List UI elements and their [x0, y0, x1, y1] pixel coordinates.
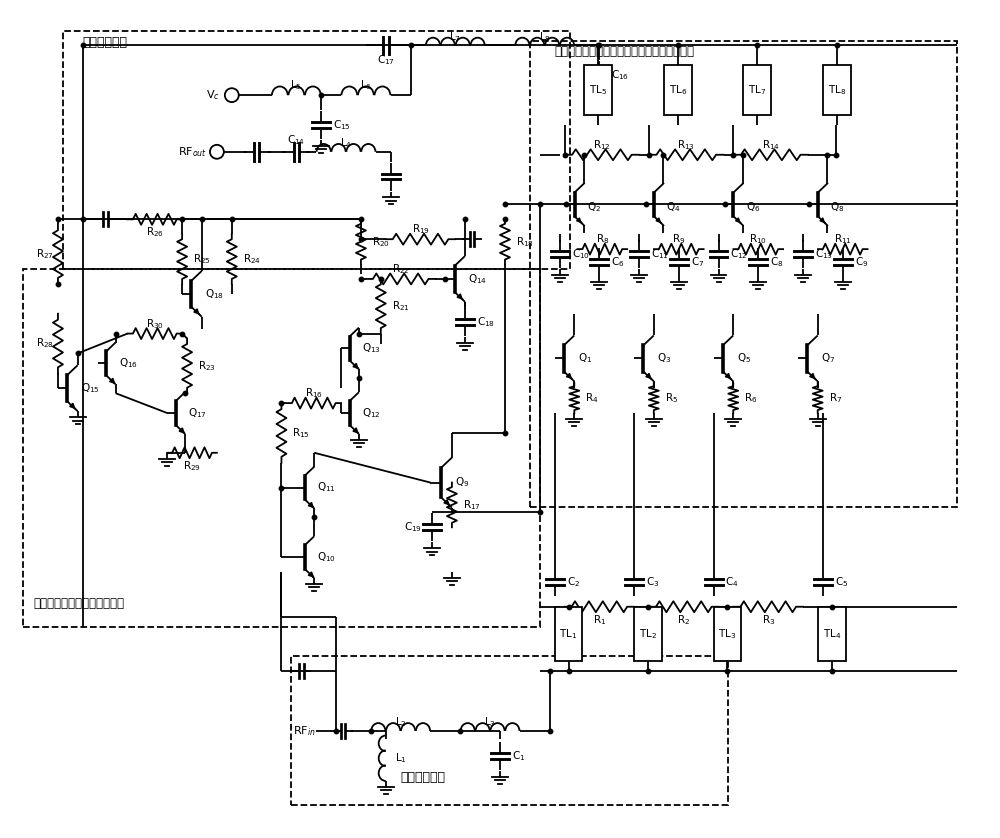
Text: TL$_6$: TL$_6$ — [669, 83, 687, 97]
Text: Q$_{11}$: Q$_{11}$ — [317, 481, 336, 494]
Bar — [818, 607, 846, 661]
Text: C$_{18}$: C$_{18}$ — [477, 315, 495, 328]
Text: R$_4$: R$_4$ — [585, 391, 599, 405]
Text: R$_{29}$: R$_{29}$ — [183, 458, 201, 473]
Text: R$_{22}$: R$_{22}$ — [392, 262, 410, 276]
Text: C$_4$: C$_4$ — [725, 575, 739, 589]
Text: C$_{16}$: C$_{16}$ — [611, 69, 629, 82]
Text: Q$_1$: Q$_1$ — [578, 351, 592, 365]
Text: 多路共射基极整流堆叠共基射级整流放大网络: 多路共射基极整流堆叠共基射级整流放大网络 — [555, 45, 695, 59]
Text: Q$_5$: Q$_5$ — [737, 351, 751, 365]
Text: L$_8$: L$_8$ — [539, 30, 551, 44]
Text: TL$_4$: TL$_4$ — [823, 627, 841, 641]
Text: C$_6$: C$_6$ — [611, 255, 625, 269]
Text: R$_{15}$: R$_{15}$ — [292, 426, 310, 440]
Text: L$_7$: L$_7$ — [449, 30, 461, 44]
Text: C$_5$: C$_5$ — [835, 575, 848, 589]
Text: L$_4$: L$_4$ — [340, 137, 352, 150]
Text: R$_1$: R$_1$ — [593, 613, 606, 627]
Text: Q$_{17}$: Q$_{17}$ — [188, 406, 207, 420]
Text: Q$_6$: Q$_6$ — [746, 200, 760, 215]
Text: R$_{14}$: R$_{14}$ — [762, 138, 780, 152]
Text: C$_{19}$: C$_{19}$ — [404, 520, 422, 534]
Text: R$_{24}$: R$_{24}$ — [243, 252, 261, 266]
Text: C$_{10}$: C$_{10}$ — [572, 247, 590, 261]
Text: R$_3$: R$_3$ — [762, 613, 775, 627]
Bar — [634, 607, 662, 661]
Text: C$_{13}$: C$_{13}$ — [815, 247, 833, 261]
Text: TL$_1$: TL$_1$ — [559, 627, 578, 641]
Text: C$_7$: C$_7$ — [691, 255, 704, 269]
Text: R$_{12}$: R$_{12}$ — [593, 138, 611, 152]
Text: Q$_9$: Q$_9$ — [455, 476, 470, 489]
Text: R$_8$: R$_8$ — [596, 232, 609, 246]
Bar — [823, 65, 851, 115]
Text: TL$_5$: TL$_5$ — [589, 83, 607, 97]
Text: Q$_2$: Q$_2$ — [587, 200, 601, 215]
Text: C$_{17}$: C$_{17}$ — [377, 54, 395, 67]
Text: Q$_{18}$: Q$_{18}$ — [205, 287, 224, 301]
Text: 输出匹配网络: 输出匹配网络 — [83, 35, 128, 49]
Text: R$_{26}$: R$_{26}$ — [146, 225, 164, 239]
Bar — [664, 65, 692, 115]
Text: RF$_{out}$: RF$_{out}$ — [178, 145, 207, 158]
Text: R$_{19}$: R$_{19}$ — [412, 222, 430, 236]
Text: L$_6$: L$_6$ — [360, 79, 372, 92]
Text: R$_{27}$: R$_{27}$ — [36, 247, 54, 261]
Text: L$_5$: L$_5$ — [290, 79, 302, 92]
Text: Q$_{14}$: Q$_{14}$ — [468, 272, 487, 286]
Text: Q$_{15}$: Q$_{15}$ — [81, 381, 100, 395]
Text: R$_2$: R$_2$ — [677, 613, 690, 627]
Text: R$_{18}$: R$_{18}$ — [516, 235, 534, 249]
Text: R$_{23}$: R$_{23}$ — [198, 359, 216, 373]
Text: R$_{11}$: R$_{11}$ — [834, 232, 852, 246]
Text: TL$_8$: TL$_8$ — [828, 83, 846, 97]
Text: C$_{14}$: C$_{14}$ — [287, 133, 305, 147]
Text: C$_9$: C$_9$ — [855, 255, 868, 269]
Text: R$_{20}$: R$_{20}$ — [372, 235, 390, 249]
Text: R$_6$: R$_6$ — [744, 391, 758, 405]
Text: R$_{16}$: R$_{16}$ — [305, 386, 323, 400]
Bar — [584, 65, 612, 115]
Text: Q$_7$: Q$_7$ — [821, 351, 835, 365]
Text: C$_{15}$: C$_{15}$ — [333, 118, 351, 132]
Bar — [743, 65, 771, 115]
Text: L$_1$: L$_1$ — [395, 752, 407, 765]
Text: TL$_2$: TL$_2$ — [639, 627, 657, 641]
Text: 输入匹配网络: 输入匹配网络 — [401, 771, 446, 784]
Text: L$_3$: L$_3$ — [484, 716, 496, 729]
Text: L$_2$: L$_2$ — [395, 716, 407, 729]
Text: R$_{25}$: R$_{25}$ — [193, 252, 211, 266]
Bar — [555, 607, 582, 661]
Text: R$_{21}$: R$_{21}$ — [392, 299, 410, 313]
Text: R$_{10}$: R$_{10}$ — [749, 232, 767, 246]
Text: RF$_{in}$: RF$_{in}$ — [293, 724, 316, 737]
Text: R$_{30}$: R$_{30}$ — [146, 317, 164, 330]
Text: V$_c$: V$_c$ — [206, 88, 220, 102]
Text: C$_2$: C$_2$ — [567, 575, 580, 589]
Text: C$_{12}$: C$_{12}$ — [730, 247, 748, 261]
Text: C$_1$: C$_1$ — [512, 749, 525, 763]
Text: 共射共基自适应偏置供电网络: 共射共基自适应偏置供电网络 — [33, 597, 124, 610]
Text: R$_{13}$: R$_{13}$ — [677, 138, 695, 152]
Text: Q$_{10}$: Q$_{10}$ — [317, 551, 336, 564]
Text: C$_{11}$: C$_{11}$ — [651, 247, 669, 261]
Text: R$_{28}$: R$_{28}$ — [36, 337, 54, 350]
Text: R$_5$: R$_5$ — [665, 391, 678, 405]
Text: Q$_8$: Q$_8$ — [830, 200, 845, 215]
Text: C$_3$: C$_3$ — [646, 575, 659, 589]
Text: Q$_3$: Q$_3$ — [657, 351, 671, 365]
Text: R$_7$: R$_7$ — [829, 391, 842, 405]
Text: Q$_4$: Q$_4$ — [666, 200, 681, 215]
Text: Q$_{12}$: Q$_{12}$ — [362, 406, 381, 420]
Text: R$_{17}$: R$_{17}$ — [463, 498, 481, 512]
Text: C$_8$: C$_8$ — [770, 255, 784, 269]
Text: R$_9$: R$_9$ — [672, 232, 686, 246]
Bar — [714, 607, 741, 661]
Text: Q$_{13}$: Q$_{13}$ — [362, 342, 381, 355]
Text: TL$_3$: TL$_3$ — [718, 627, 737, 641]
Text: TL$_7$: TL$_7$ — [748, 83, 766, 97]
Text: Q$_{16}$: Q$_{16}$ — [119, 356, 138, 370]
